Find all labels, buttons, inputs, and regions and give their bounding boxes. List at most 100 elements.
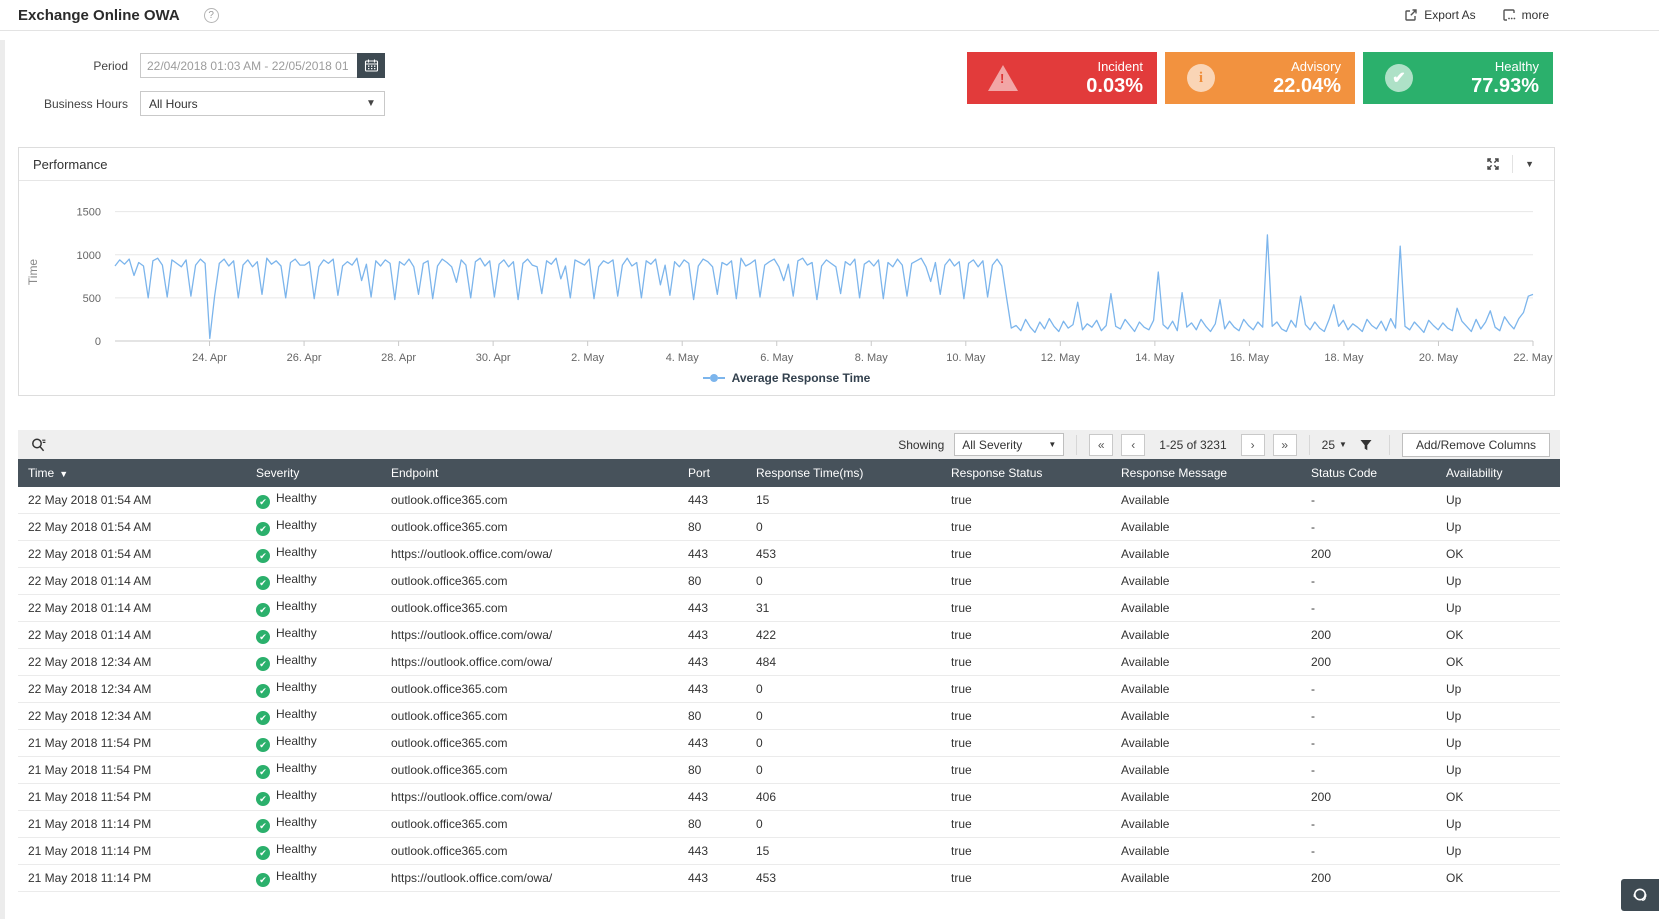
table-cell: 21 May 2018 11:14 PM	[28, 844, 152, 858]
pagination-prev-button[interactable]: ‹	[1121, 433, 1146, 456]
table-row: 22 May 2018 01:14 AM ✔ Healthy https://outl…	[18, 622, 1560, 649]
table-cell: 22 May 2018 01:54 AM	[28, 547, 152, 561]
severity-cell: ✔ Healthy	[248, 572, 383, 591]
table-cell: Up	[1446, 574, 1462, 588]
pagination-range: 1-25 of 3231	[1159, 437, 1227, 452]
table-cell: Up	[1446, 817, 1462, 831]
more-button[interactable]: more	[1502, 8, 1549, 22]
panel-menu-button[interactable]: ▼	[1512, 155, 1546, 173]
severity-filter-select[interactable]: All Severity ▼	[954, 433, 1065, 456]
healthy-status-icon: ✔	[256, 738, 270, 753]
results-table: Time ▼ Severity Endpoint Port Response Time(m…	[18, 459, 1560, 892]
header-cell-response-time-ms-[interactable]: Response Time(ms)	[756, 466, 864, 480]
table-cell: 484	[756, 655, 777, 669]
table-cell: -	[1311, 817, 1315, 831]
warning-triangle-icon	[988, 65, 1018, 91]
table-cell: Up	[1446, 520, 1462, 534]
chevron-down-icon: ▼	[1339, 440, 1347, 449]
svg-text:14. May: 14. May	[1135, 352, 1175, 364]
add-remove-columns-button[interactable]: Add/Remove Columns	[1401, 432, 1550, 457]
header-cell-port[interactable]: Port	[688, 466, 711, 480]
grid-search-button[interactable]	[30, 437, 47, 453]
chart-legend[interactable]: Average Response Time	[21, 369, 1552, 395]
healthy-status-icon: ✔	[256, 576, 270, 591]
table-cell: 21 May 2018 11:14 PM	[28, 871, 152, 885]
sort-caret-icon: ▼	[59, 469, 69, 479]
export-as-button[interactable]: Export As	[1404, 8, 1476, 22]
table-cell: 22 May 2018 01:54 AM	[28, 520, 152, 534]
header-cell-time[interactable]: Time ▼	[28, 466, 69, 480]
status-card-advisory[interactable]: i Advisory 22.04%	[1165, 52, 1355, 104]
table-cell: -	[1311, 709, 1315, 723]
svg-text:1500: 1500	[77, 207, 101, 219]
status-card-incident[interactable]: Incident 0.03%	[967, 52, 1157, 104]
page-size-select[interactable]: 25 ▼	[1321, 437, 1347, 452]
table-cell: https://outlook.office.com/owa/	[391, 655, 553, 669]
performance-panel: Performance ▼ 0 500 1000 1500 24. Apr 26. Apr…	[18, 147, 1555, 396]
status-card-healthy[interactable]: ✔ Healthy 77.93%	[1363, 52, 1553, 104]
table-cell: -	[1311, 520, 1315, 534]
pagination-first-button[interactable]: «	[1089, 433, 1114, 456]
healthy-status-icon: ✔	[256, 549, 270, 564]
severity-cell: ✔ Healthy	[248, 653, 383, 672]
header-cell-endpoint[interactable]: Endpoint	[391, 466, 439, 480]
header-cell-response-message[interactable]: Response Message	[1121, 466, 1228, 480]
table-cell: -	[1311, 493, 1315, 507]
table-cell: 443	[688, 547, 709, 561]
table-cell: 80	[688, 763, 702, 777]
table-cell: 0	[756, 574, 763, 588]
svg-text:6. May: 6. May	[760, 352, 794, 364]
table-cell: 31	[756, 601, 770, 615]
severity-cell: ✔ Healthy	[248, 788, 383, 807]
panel-title: Performance	[33, 156, 108, 172]
table-cell: OK	[1446, 790, 1464, 804]
table-cell: true	[951, 790, 972, 804]
header-cell-availability[interactable]: Availability	[1446, 466, 1503, 480]
table-cell: -	[1311, 682, 1315, 696]
table-row: 22 May 2018 12:34 AM ✔ Healthy https://outl…	[18, 649, 1560, 676]
header-cell-response-status[interactable]: Response Status	[951, 466, 1043, 480]
header-cell-status-code[interactable]: Status Code	[1311, 466, 1378, 480]
table-cell: 0	[756, 520, 763, 534]
chevron-down-icon: ▼	[366, 98, 376, 109]
filter-section: Period 22/04/2018 01:03 AM - 22/05/2018 …	[0, 31, 1659, 143]
expand-panel-button[interactable]	[1474, 153, 1512, 175]
table-row: 21 May 2018 11:54 PM ✔ Healthy outlook.offi…	[18, 757, 1560, 784]
grid-toolbar: Showing All Severity ▼ « ‹ 1-25 of 3231 …	[18, 430, 1560, 459]
filter-button[interactable]	[1355, 438, 1377, 452]
support-button[interactable]	[1621, 879, 1659, 911]
svg-text:1000: 1000	[77, 250, 101, 262]
healthy-status-icon: ✔	[256, 873, 270, 888]
advisory-label: Advisory	[1291, 59, 1341, 74]
table-cell: outlook.office365.com	[391, 817, 508, 831]
pagination-last-button[interactable]: »	[1272, 433, 1297, 456]
table-cell: Available	[1121, 601, 1170, 615]
severity-cell: ✔ Healthy	[248, 869, 383, 888]
table-cell: -	[1311, 574, 1315, 588]
chevron-down-icon: ▼	[1525, 159, 1534, 169]
severity-cell: ✔ Healthy	[248, 599, 383, 618]
table-cell: 22 May 2018 01:14 AM	[28, 601, 152, 615]
header-cell-severity[interactable]: Severity	[256, 466, 300, 480]
performance-chart[interactable]: 0 500 1000 1500 24. Apr 26. Apr 28. Apr 30. Apr…	[21, 191, 1554, 369]
table-cell: https://outlook.office.com/owa/	[391, 547, 553, 561]
table-cell: 443	[688, 871, 709, 885]
svg-text:20. May: 20. May	[1419, 352, 1459, 364]
table-cell: OK	[1446, 547, 1464, 561]
table-row: 21 May 2018 11:14 PM ✔ Healthy https://outl…	[18, 865, 1560, 892]
table-row: 21 May 2018 11:14 PM ✔ Healthy outlook.offi…	[18, 811, 1560, 838]
healthy-status-icon: ✔	[256, 684, 270, 699]
table-cell: Available	[1121, 790, 1170, 804]
incident-label: Incident	[1097, 59, 1143, 74]
help-icon[interactable]: ?	[203, 7, 219, 23]
pagination-next-button[interactable]: ›	[1240, 433, 1265, 456]
page-title: Exchange Online OWA	[18, 6, 180, 24]
period-input[interactable]: 22/04/2018 01:03 AM - 22/05/2018 01	[140, 53, 357, 78]
business-hours-select[interactable]: All Hours ▼	[140, 91, 385, 116]
table-cell: true	[951, 655, 972, 669]
calendar-button[interactable]	[357, 53, 385, 78]
headset-icon	[1633, 888, 1647, 901]
table-cell: 15	[756, 844, 770, 858]
table-cell: 80	[688, 574, 702, 588]
healthy-status-icon: ✔	[256, 765, 270, 780]
